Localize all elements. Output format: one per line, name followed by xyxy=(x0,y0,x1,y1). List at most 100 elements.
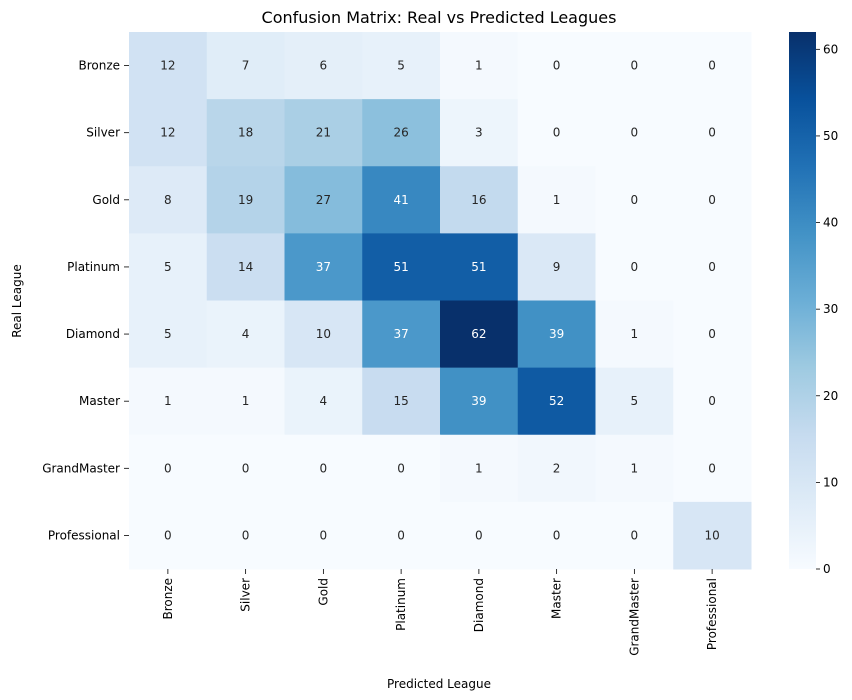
heatmap-cell xyxy=(595,367,674,436)
cell-value-label: 21 xyxy=(316,126,331,140)
heatmap-cell xyxy=(362,367,441,436)
heatmap-cell xyxy=(673,166,752,234)
heatmap-cell xyxy=(440,367,519,436)
cell-value-label: 0 xyxy=(631,59,639,73)
cell-value-label: 1 xyxy=(475,59,483,73)
cell-value-label: 37 xyxy=(316,260,331,274)
cell-value-label: 0 xyxy=(320,461,328,475)
heatmap-cell xyxy=(673,367,752,436)
cell-value-label: 1 xyxy=(242,394,250,408)
heatmap-cell xyxy=(673,99,752,167)
cell-value-label: 51 xyxy=(471,260,486,274)
cell-value-label: 10 xyxy=(704,528,719,542)
heatmap-cell xyxy=(595,99,674,167)
cell-value-label: 8 xyxy=(164,193,172,207)
cell-value-label: 0 xyxy=(708,394,716,408)
heatmap-cell xyxy=(284,32,363,100)
heatmap-cell xyxy=(129,367,208,436)
x-tick-label: Diamond xyxy=(472,578,486,632)
heatmap-cell xyxy=(673,233,752,301)
cell-value-label: 0 xyxy=(553,126,561,140)
x-tick-label: Gold xyxy=(316,578,330,606)
heatmap-cell xyxy=(673,501,752,570)
x-tick-label: Platinum xyxy=(394,578,408,631)
heatmap-cell xyxy=(362,99,441,167)
heatmap-cell xyxy=(206,233,285,301)
cell-value-label: 0 xyxy=(164,461,172,475)
cell-value-label: 9 xyxy=(553,260,561,274)
cell-value-label: 1 xyxy=(553,193,561,207)
cell-value-label: 0 xyxy=(708,193,716,207)
cell-value-label: 0 xyxy=(397,528,405,542)
cell-value-label: 0 xyxy=(708,461,716,475)
cell-value-label: 6 xyxy=(320,59,328,73)
cell-value-label: 39 xyxy=(471,394,486,408)
colorbar-tick-label: 0 xyxy=(823,562,831,576)
cell-value-label: 1 xyxy=(631,327,639,341)
heatmap-cell xyxy=(440,501,519,570)
heatmap-cell xyxy=(595,32,674,100)
heatmap-cell xyxy=(440,300,519,369)
colorbar: 0 10 20 30 40 50 60 xyxy=(789,32,838,576)
heatmap-cells: 12 7 6 5 1 0 0 012 18 21 26 3 0 0 08 19 27 41 16 1 0 05 14 37 51… xyxy=(129,32,752,570)
heatmap-cell xyxy=(595,233,674,301)
cell-value-label: 5 xyxy=(397,59,405,73)
heatmap-cell xyxy=(673,32,752,100)
heatmap-cell xyxy=(206,300,285,369)
y-tick-label: Platinum xyxy=(67,260,120,274)
heatmap-cell xyxy=(129,99,208,167)
heatmap-cell xyxy=(129,32,208,100)
cell-value-label: 0 xyxy=(475,528,483,542)
colorbar-tick-label: 30 xyxy=(823,302,838,316)
colorbar-tick-label: 20 xyxy=(823,389,838,403)
cell-value-label: 51 xyxy=(393,260,408,274)
cell-value-label: 2 xyxy=(553,461,561,475)
heatmap-cell xyxy=(595,434,674,503)
cell-value-label: 0 xyxy=(631,126,639,140)
cell-value-label: 4 xyxy=(320,394,328,408)
cell-value-label: 0 xyxy=(553,528,561,542)
heatmap-cell xyxy=(284,501,363,570)
x-axis-ticks: Bronze Silver Gold Platinum Diamond Master Gra… xyxy=(161,569,719,656)
cell-value-label: 5 xyxy=(164,260,172,274)
heatmap-cell xyxy=(362,32,441,100)
heatmap-cell xyxy=(517,501,596,570)
cell-value-label: 37 xyxy=(393,327,408,341)
cell-value-label: 1 xyxy=(164,394,172,408)
heatmap-cell xyxy=(440,32,519,100)
cell-value-label: 10 xyxy=(316,327,331,341)
heatmap-cell xyxy=(362,233,441,301)
y-tick-label: Gold xyxy=(92,193,120,207)
heatmap-cell xyxy=(517,99,596,167)
heatmap-cell xyxy=(284,300,363,369)
heatmap-cell xyxy=(517,300,596,369)
heatmap-cell xyxy=(595,166,674,234)
heatmap-cell xyxy=(517,166,596,234)
cell-value-label: 0 xyxy=(631,528,639,542)
cell-value-label: 1 xyxy=(631,461,639,475)
cell-value-label: 0 xyxy=(164,528,172,542)
colorbar-tick-label: 50 xyxy=(823,129,838,143)
heatmap-cell xyxy=(362,166,441,234)
x-tick-label: Bronze xyxy=(161,578,175,620)
y-axis-ticks: Bronze Silver Gold Platinum Diamond Master Gra… xyxy=(42,59,129,542)
cell-value-label: 12 xyxy=(160,59,175,73)
y-tick-label: Diamond xyxy=(66,327,120,341)
heatmap-cell xyxy=(673,434,752,503)
cell-value-label: 19 xyxy=(238,193,253,207)
cell-value-label: 0 xyxy=(708,327,716,341)
cell-value-label: 4 xyxy=(242,327,250,341)
heatmap-cell xyxy=(129,233,208,301)
heatmap-cell xyxy=(517,367,596,436)
heatmap-cell xyxy=(440,166,519,234)
cell-value-label: 0 xyxy=(708,126,716,140)
heatmap-cell xyxy=(440,99,519,167)
heatmap-cell xyxy=(206,166,285,234)
cell-value-label: 0 xyxy=(708,59,716,73)
y-tick-label: Master xyxy=(79,394,120,408)
cell-value-label: 0 xyxy=(631,193,639,207)
heatmap-cell xyxy=(284,367,363,436)
y-axis-label: Real League xyxy=(10,264,24,338)
heatmap-cell xyxy=(206,434,285,503)
